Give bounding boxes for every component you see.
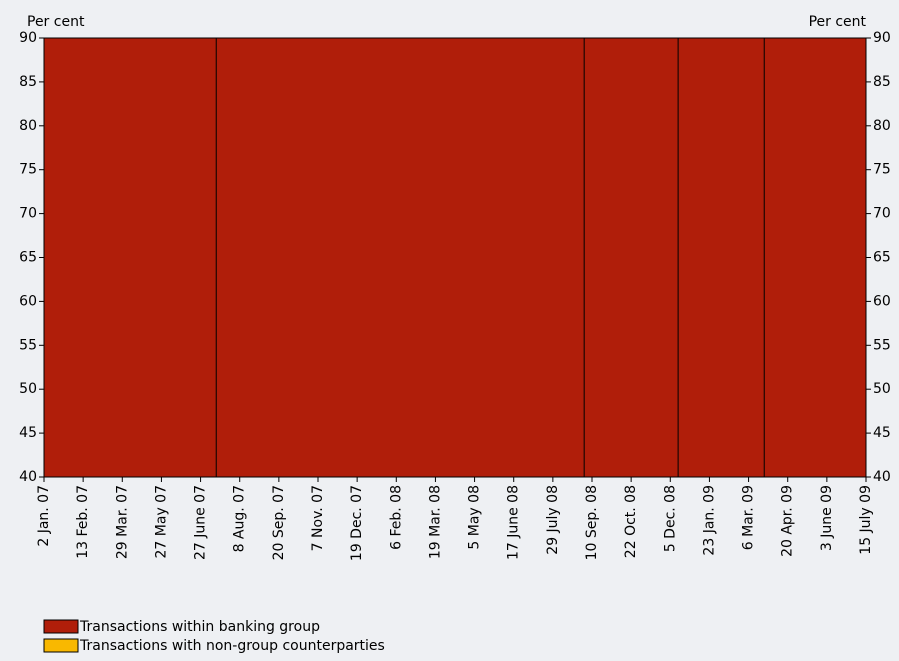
y2-tick-label: 70	[873, 206, 891, 222]
y2-tick-label: 50	[873, 381, 891, 397]
y2-tick-label: 75	[873, 162, 891, 178]
y2-tick-label: 55	[873, 337, 891, 353]
x-tick-label: 19 Mar. 08	[427, 485, 443, 559]
x-tick-label: 2 Jan. 07	[36, 485, 52, 547]
x-tick-label: 6 Feb. 08	[388, 485, 404, 550]
y-tick-label: 50	[19, 381, 37, 397]
y-tick-label: 55	[19, 337, 37, 353]
y2-tick-label: 65	[873, 250, 891, 266]
legend-label: Transactions within banking group	[79, 619, 320, 635]
x-tick-label: 27 May 07	[153, 485, 169, 558]
x-tick-label: 10 Sep. 08	[584, 485, 600, 560]
x-tick-label: 7 Nov. 07	[310, 485, 326, 551]
y-tick-label: 65	[19, 250, 37, 266]
x-tick-label: 6 Mar. 09	[741, 485, 757, 550]
y2-tick-label: 85	[873, 74, 891, 90]
legend-swatch	[43, 638, 79, 653]
x-tick-label: 3 June 09	[819, 485, 835, 551]
y-tick-label: 70	[19, 206, 37, 222]
x-tick-label: 22 Oct. 08	[623, 485, 639, 558]
x-tick-label: 13 Feb. 07	[75, 485, 91, 559]
x-tick-label: 5 Dec. 08	[662, 485, 678, 552]
x-tick-label: 23 Jan. 09	[701, 485, 717, 556]
x-tick-label: 29 Mar. 07	[114, 485, 130, 559]
y-tick-label: 90	[19, 30, 37, 46]
x-tick-label: 20 Sep. 07	[271, 485, 287, 560]
legend-swatch	[43, 619, 79, 634]
y2-tick-label: 80	[873, 118, 891, 134]
x-tick-label: 27 June 07	[193, 485, 209, 560]
x-tick-label: 19 Dec. 07	[349, 485, 365, 561]
x-tick-label: 17 June 08	[506, 485, 522, 560]
y-tick-label: 75	[19, 162, 37, 178]
y2-tick-label: 60	[873, 293, 891, 309]
y-tick-label: 45	[19, 425, 37, 441]
y-tick-label: 40	[19, 469, 37, 485]
x-tick-label: 29 July 08	[545, 485, 561, 555]
legend-label: Transactions with non-group counterparti…	[79, 638, 385, 654]
x-tick-label: 20 Apr. 09	[780, 485, 796, 557]
area	[44, 38, 866, 477]
y-tick-label: 80	[19, 118, 37, 134]
x-tick-label: 5 May 08	[467, 485, 483, 550]
y2-tick-label: 90	[873, 30, 891, 46]
area	[44, 0, 866, 38]
plot-area	[44, 0, 866, 477]
y-axis-label-left: Per cent	[27, 14, 85, 30]
y2-tick-label: 40	[873, 469, 891, 485]
y-tick-label: 85	[19, 74, 37, 90]
y2-tick-label: 45	[873, 425, 891, 441]
y-tick-label: 60	[19, 293, 37, 309]
y-axis-label-right: Per cent	[809, 14, 867, 30]
x-tick-label: 8 Aug. 07	[232, 485, 248, 552]
x-tick-label: 15 July 09	[858, 485, 874, 555]
